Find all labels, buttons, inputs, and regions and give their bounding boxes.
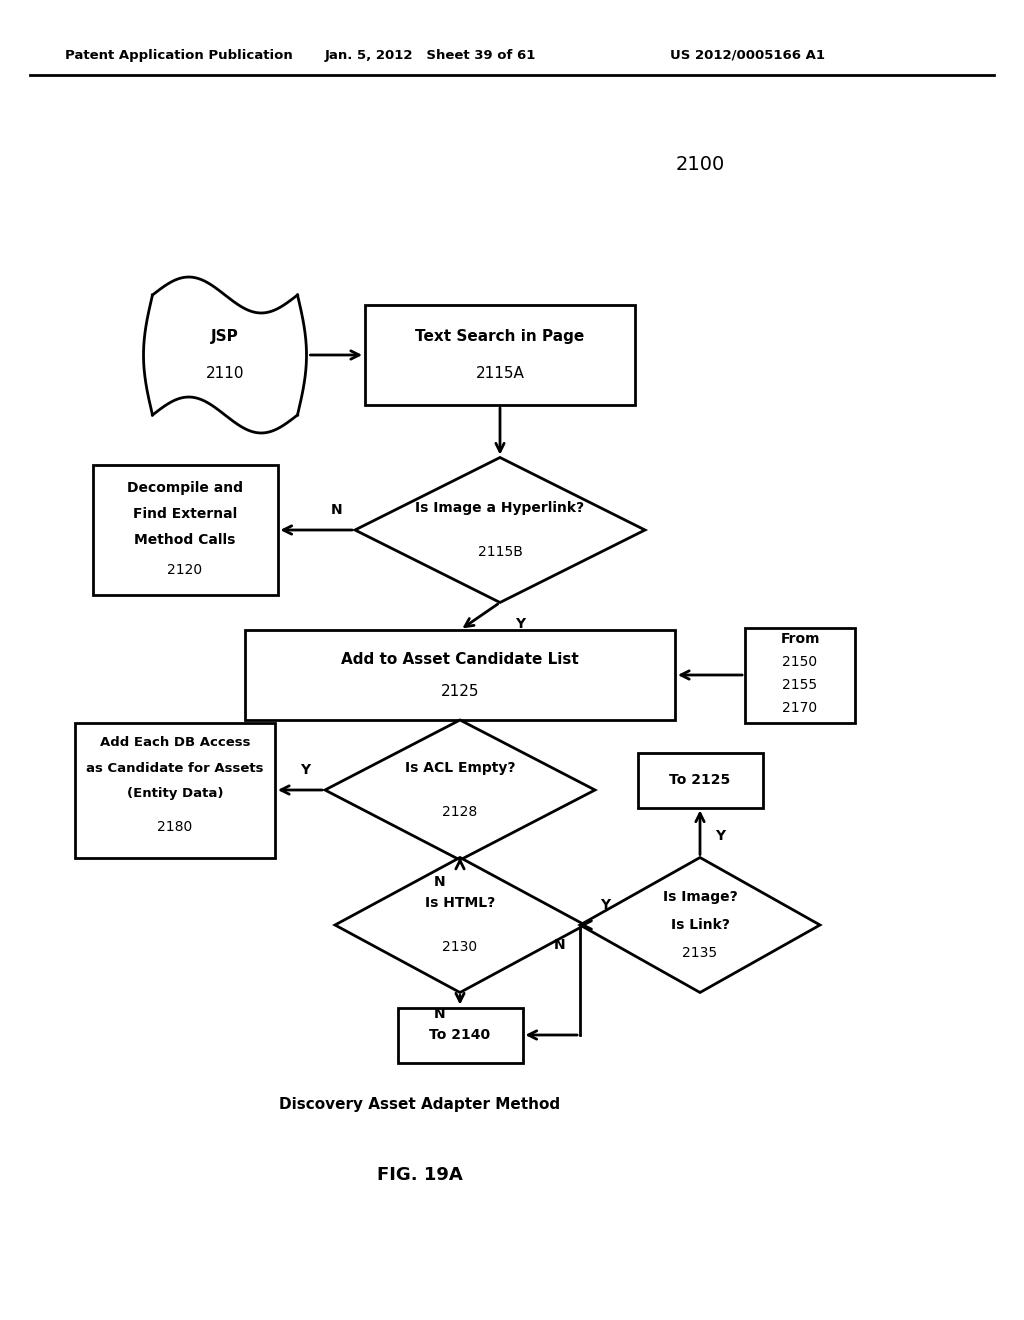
Text: 2130: 2130 bbox=[442, 940, 477, 954]
FancyBboxPatch shape bbox=[245, 630, 675, 719]
Text: 2120: 2120 bbox=[168, 564, 203, 577]
FancyBboxPatch shape bbox=[365, 305, 635, 405]
Text: Method Calls: Method Calls bbox=[134, 533, 236, 546]
Text: 2100: 2100 bbox=[676, 156, 725, 174]
FancyBboxPatch shape bbox=[75, 722, 275, 858]
Text: To 2125: To 2125 bbox=[670, 774, 731, 787]
Text: N: N bbox=[554, 939, 566, 952]
Text: To 2140: To 2140 bbox=[429, 1028, 490, 1041]
Text: Is Image?: Is Image? bbox=[663, 890, 737, 904]
Text: (Entity Data): (Entity Data) bbox=[127, 787, 223, 800]
FancyBboxPatch shape bbox=[153, 294, 298, 414]
FancyBboxPatch shape bbox=[638, 752, 763, 808]
Text: N: N bbox=[331, 503, 343, 517]
Text: N: N bbox=[434, 875, 445, 888]
Text: 2180: 2180 bbox=[158, 820, 193, 834]
FancyBboxPatch shape bbox=[92, 465, 278, 595]
Text: as Candidate for Assets: as Candidate for Assets bbox=[86, 762, 264, 775]
Text: N: N bbox=[434, 1007, 445, 1022]
Text: Y: Y bbox=[515, 618, 525, 631]
FancyBboxPatch shape bbox=[745, 627, 855, 722]
Text: 2115A: 2115A bbox=[475, 366, 524, 380]
Text: Is ACL Empty?: Is ACL Empty? bbox=[404, 762, 515, 775]
Text: Patent Application Publication: Patent Application Publication bbox=[65, 49, 293, 62]
Text: Discovery Asset Adapter Method: Discovery Asset Adapter Method bbox=[280, 1097, 560, 1113]
Text: JSP: JSP bbox=[211, 330, 239, 345]
Text: From: From bbox=[780, 632, 820, 645]
Text: US 2012/0005166 A1: US 2012/0005166 A1 bbox=[670, 49, 825, 62]
Text: 2115B: 2115B bbox=[477, 545, 522, 558]
Text: Y: Y bbox=[300, 763, 310, 777]
Text: 2125: 2125 bbox=[440, 684, 479, 698]
Polygon shape bbox=[580, 858, 820, 993]
Text: 2128: 2128 bbox=[442, 805, 477, 818]
Text: Y: Y bbox=[715, 829, 725, 842]
Text: 2170: 2170 bbox=[782, 701, 817, 715]
Text: Is Image a Hyperlink?: Is Image a Hyperlink? bbox=[416, 502, 585, 515]
Text: Decompile and: Decompile and bbox=[127, 480, 243, 495]
Text: Add to Asset Candidate List: Add to Asset Candidate List bbox=[341, 652, 579, 667]
Text: Is Link?: Is Link? bbox=[671, 917, 729, 932]
Text: 2135: 2135 bbox=[682, 946, 718, 960]
Text: Add Each DB Access: Add Each DB Access bbox=[99, 737, 250, 750]
Text: Find External: Find External bbox=[133, 507, 238, 521]
Text: 2150: 2150 bbox=[782, 655, 817, 669]
Text: Jan. 5, 2012   Sheet 39 of 61: Jan. 5, 2012 Sheet 39 of 61 bbox=[325, 49, 536, 62]
Text: Text Search in Page: Text Search in Page bbox=[416, 330, 585, 345]
FancyBboxPatch shape bbox=[397, 1007, 522, 1063]
Text: Y: Y bbox=[600, 898, 610, 912]
Text: 2155: 2155 bbox=[782, 678, 817, 692]
Text: 2110: 2110 bbox=[206, 366, 245, 380]
Polygon shape bbox=[335, 858, 585, 993]
Text: FIG. 19A: FIG. 19A bbox=[377, 1166, 463, 1184]
Polygon shape bbox=[355, 458, 645, 602]
Polygon shape bbox=[325, 719, 595, 861]
Text: Is HTML?: Is HTML? bbox=[425, 896, 496, 909]
